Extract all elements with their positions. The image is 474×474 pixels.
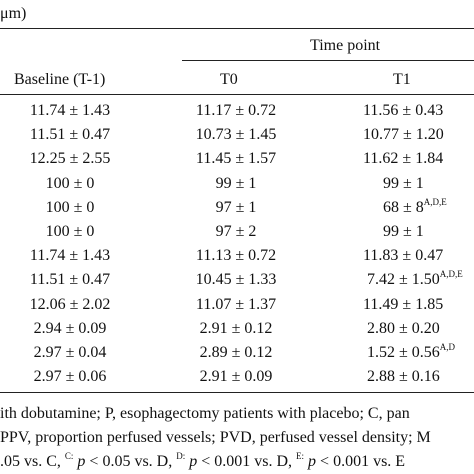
cell-baseline: 11.74 ± 1.43 [29, 247, 111, 264]
footnote-line-3: .05 vs. C, C: p < 0.05 vs. D, D: p < 0.0… [0, 451, 406, 470]
header-rule [0, 94, 474, 96]
cell-t1: 11.62 ± 1.84 [363, 151, 443, 167]
cell-t1-value: 11.83 ± 0.47 [363, 247, 444, 264]
footnote-text: < 0.05 vs. D, [85, 453, 177, 470]
cell-baseline: 11.74 ± 1.43 [29, 102, 111, 119]
cell-t0: 11.17 ± 0.72 [195, 102, 277, 119]
cell-t1-value: 11.56 ± 0.43 [363, 102, 444, 119]
footnote-line-2: PPV, proportion perfused vessels; PVD, p… [0, 429, 431, 446]
cell-t1-value: 99 ± 1 [383, 223, 424, 240]
col-header-t1: T1 [393, 71, 411, 88]
cell-t0: 99 ± 1 [215, 175, 257, 192]
cell-t0: 2.89 ± 0.12 [199, 344, 273, 361]
cell-t1-value: 99 ± 1 [383, 175, 424, 192]
cell-t1: 68 ± 8A,D,E [383, 197, 447, 216]
cell-t0: 10.73 ± 1.45 [195, 126, 277, 143]
cell-baseline: 2.94 ± 0.09 [33, 320, 107, 337]
cell-t1-value: 2.80 ± 0.20 [367, 320, 440, 337]
cell-t1: 10.77 ± 1.20 [363, 127, 444, 143]
top-rule [0, 28, 474, 30]
cell-baseline: 100 ± 0 [45, 175, 95, 192]
cell-baseline: 12.25 ± 2.55 [29, 150, 111, 167]
cell-t0: 2.91 ± 0.12 [199, 320, 273, 337]
cell-t1: 11.49 ± 1.85 [363, 297, 443, 313]
cell-t1-value: 11.62 ± 1.84 [363, 150, 444, 167]
cell-baseline: 100 ± 0 [45, 199, 95, 216]
cell-baseline: 2.97 ± 0.06 [33, 368, 107, 385]
cell-t0: 11.13 ± 0.72 [195, 247, 277, 264]
footnote-text: .05 vs. C, [0, 453, 65, 470]
cell-t1: 99 ± 1 [383, 176, 424, 192]
cell-t0: 2.91 ± 0.09 [199, 368, 273, 385]
p-symbol: p [77, 453, 86, 470]
cell-t1: 2.80 ± 0.20 [367, 321, 440, 337]
significance-marker: A,D,E [439, 269, 463, 279]
footnote-line-1: ith dobutamine; P, esophagectomy patient… [0, 405, 410, 422]
cell-baseline: 11.51 ± 0.47 [29, 271, 111, 288]
cell-t1-value: 11.49 ± 1.85 [363, 296, 444, 313]
time-point-header: Time point [310, 37, 381, 54]
col-header-t0: T0 [220, 71, 238, 88]
cell-t1: 7.42 ± 1.50A,D,E [367, 269, 463, 288]
p-symbol: p [308, 453, 317, 470]
cell-t1-value: 68 ± 8 [383, 199, 424, 216]
cell-t1: 2.88 ± 0.16 [367, 369, 440, 385]
cell-t0: 97 ± 1 [215, 199, 257, 216]
bottom-rule [0, 392, 474, 394]
col-header-baseline: Baseline (T-1) [14, 71, 106, 88]
footnote-marker-e: E: [296, 451, 305, 461]
footnote-text: < 0.001 vs. E [316, 453, 406, 470]
cell-t1-value: 10.77 ± 1.20 [363, 126, 444, 143]
footnote-text: < 0.001 vs. D, [197, 453, 297, 470]
cell-baseline: 11.51 ± 0.47 [29, 126, 111, 143]
cell-t1: 99 ± 1 [383, 224, 424, 240]
significance-marker: A,D,E [423, 197, 447, 207]
cell-t0: 11.07 ± 1.37 [195, 296, 277, 313]
unit-fragment: μm) [0, 5, 27, 22]
p-symbol: p [189, 453, 198, 470]
cell-baseline: 12.06 ± 2.02 [29, 296, 111, 313]
cell-t1: 1.52 ± 0.56A,D [367, 342, 456, 361]
significance-marker: A,D [439, 342, 456, 352]
cell-t1-value: 7.42 ± 1.50 [367, 271, 440, 288]
cell-t1-value: 2.88 ± 0.16 [367, 368, 440, 385]
cell-t0: 97 ± 2 [215, 223, 257, 240]
cell-baseline: 2.97 ± 0.04 [33, 344, 107, 361]
group-rule [182, 60, 474, 61]
footnote-marker-d: D: [176, 451, 186, 461]
cell-baseline: 100 ± 0 [45, 223, 95, 240]
cell-t0: 10.45 ± 1.33 [195, 271, 277, 288]
cell-t1: 11.56 ± 0.43 [363, 103, 443, 119]
cell-t0: 11.45 ± 1.57 [195, 150, 277, 167]
cell-t1: 11.83 ± 0.47 [363, 248, 443, 264]
footnote-marker-c: C: [64, 451, 74, 461]
cell-t1-value: 1.52 ± 0.56 [367, 344, 440, 361]
